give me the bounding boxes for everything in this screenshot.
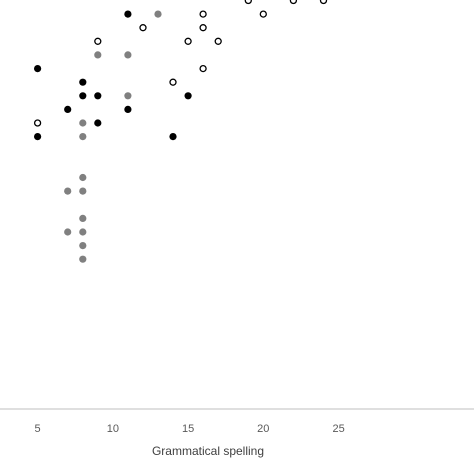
data-point-gray (64, 228, 72, 236)
data-point-black (124, 10, 132, 18)
x-tick-label: 25 (332, 423, 344, 435)
data-point-open (184, 37, 192, 45)
data-point-black (94, 92, 102, 100)
data-point-black (79, 92, 87, 100)
data-point-gray (79, 119, 87, 127)
data-point-open (199, 64, 207, 73)
data-point-black (34, 65, 42, 73)
data-point-gray (79, 214, 87, 222)
data-point-gray (79, 228, 87, 236)
data-point-gray (124, 92, 132, 100)
data-point-open (199, 10, 207, 18)
x-tick-label: 10 (107, 423, 119, 435)
data-point-gray (79, 187, 87, 195)
data-point-gray (79, 173, 87, 182)
x-tick-label: 20 (257, 423, 269, 435)
data-point-black (79, 78, 87, 86)
data-point-open (169, 78, 177, 86)
data-point-open (289, 0, 298, 5)
data-point-gray (94, 51, 102, 59)
data-point-gray (64, 187, 72, 195)
data-point-open (319, 0, 328, 5)
data-point-black (124, 105, 132, 113)
data-point-open (33, 119, 42, 127)
x-tick-labels: 5 10 15 20 25 (35, 423, 345, 435)
data-point-black (184, 92, 192, 100)
data-point-open (139, 24, 147, 32)
points-layer (33, 0, 328, 263)
data-point-black (94, 119, 102, 127)
data-point-gray (79, 255, 87, 263)
data-point-open (94, 37, 102, 45)
data-point-gray (154, 10, 162, 18)
x-tick-label: 15 (182, 423, 194, 435)
x-tick-label: 5 (35, 423, 41, 435)
data-point-black (34, 133, 42, 141)
x-axis-title: Grammatical spelling (152, 444, 264, 458)
data-point-open (244, 0, 252, 5)
data-point-gray (124, 51, 132, 59)
data-point-open (259, 10, 267, 18)
data-point-black (64, 105, 72, 113)
data-point-open (199, 24, 207, 32)
data-point-open (214, 37, 222, 45)
data-point-gray (79, 242, 87, 250)
data-point-black (169, 133, 177, 141)
data-point-gray (79, 133, 87, 141)
